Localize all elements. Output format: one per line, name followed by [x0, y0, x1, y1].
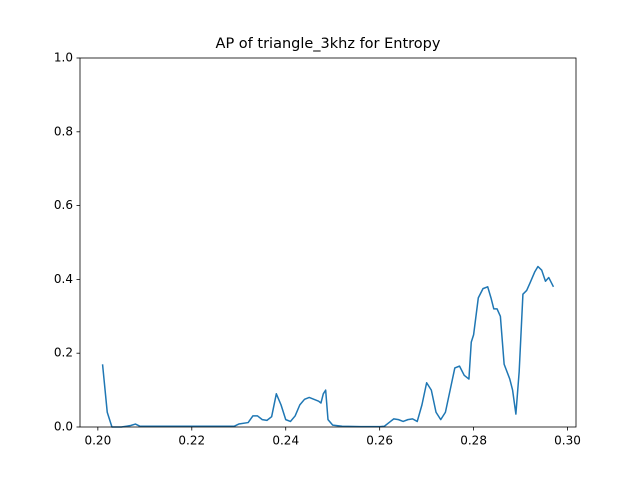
y-tick-label: 0.6: [54, 198, 73, 212]
plot-frame: [79, 57, 577, 428]
x-tick-label: 0.24: [272, 434, 299, 448]
y-tick-label: 0.4: [54, 272, 73, 286]
x-tick-label: 0.20: [84, 434, 111, 448]
x-tick-label: 0.30: [554, 434, 581, 448]
y-tick-label: 0.8: [54, 124, 73, 138]
chart-title: AP of triangle_3khz for Entropy: [216, 36, 441, 52]
x-tick-label: 0.28: [460, 434, 487, 448]
y-tick-label: 0.0: [54, 420, 73, 434]
y-tick-label: 0.2: [54, 346, 73, 360]
x-tick-label: 0.22: [178, 434, 205, 448]
y-tick-label: 1.0: [54, 51, 73, 65]
data-line: [101, 265, 555, 428]
x-tick-label: 0.26: [366, 434, 393, 448]
